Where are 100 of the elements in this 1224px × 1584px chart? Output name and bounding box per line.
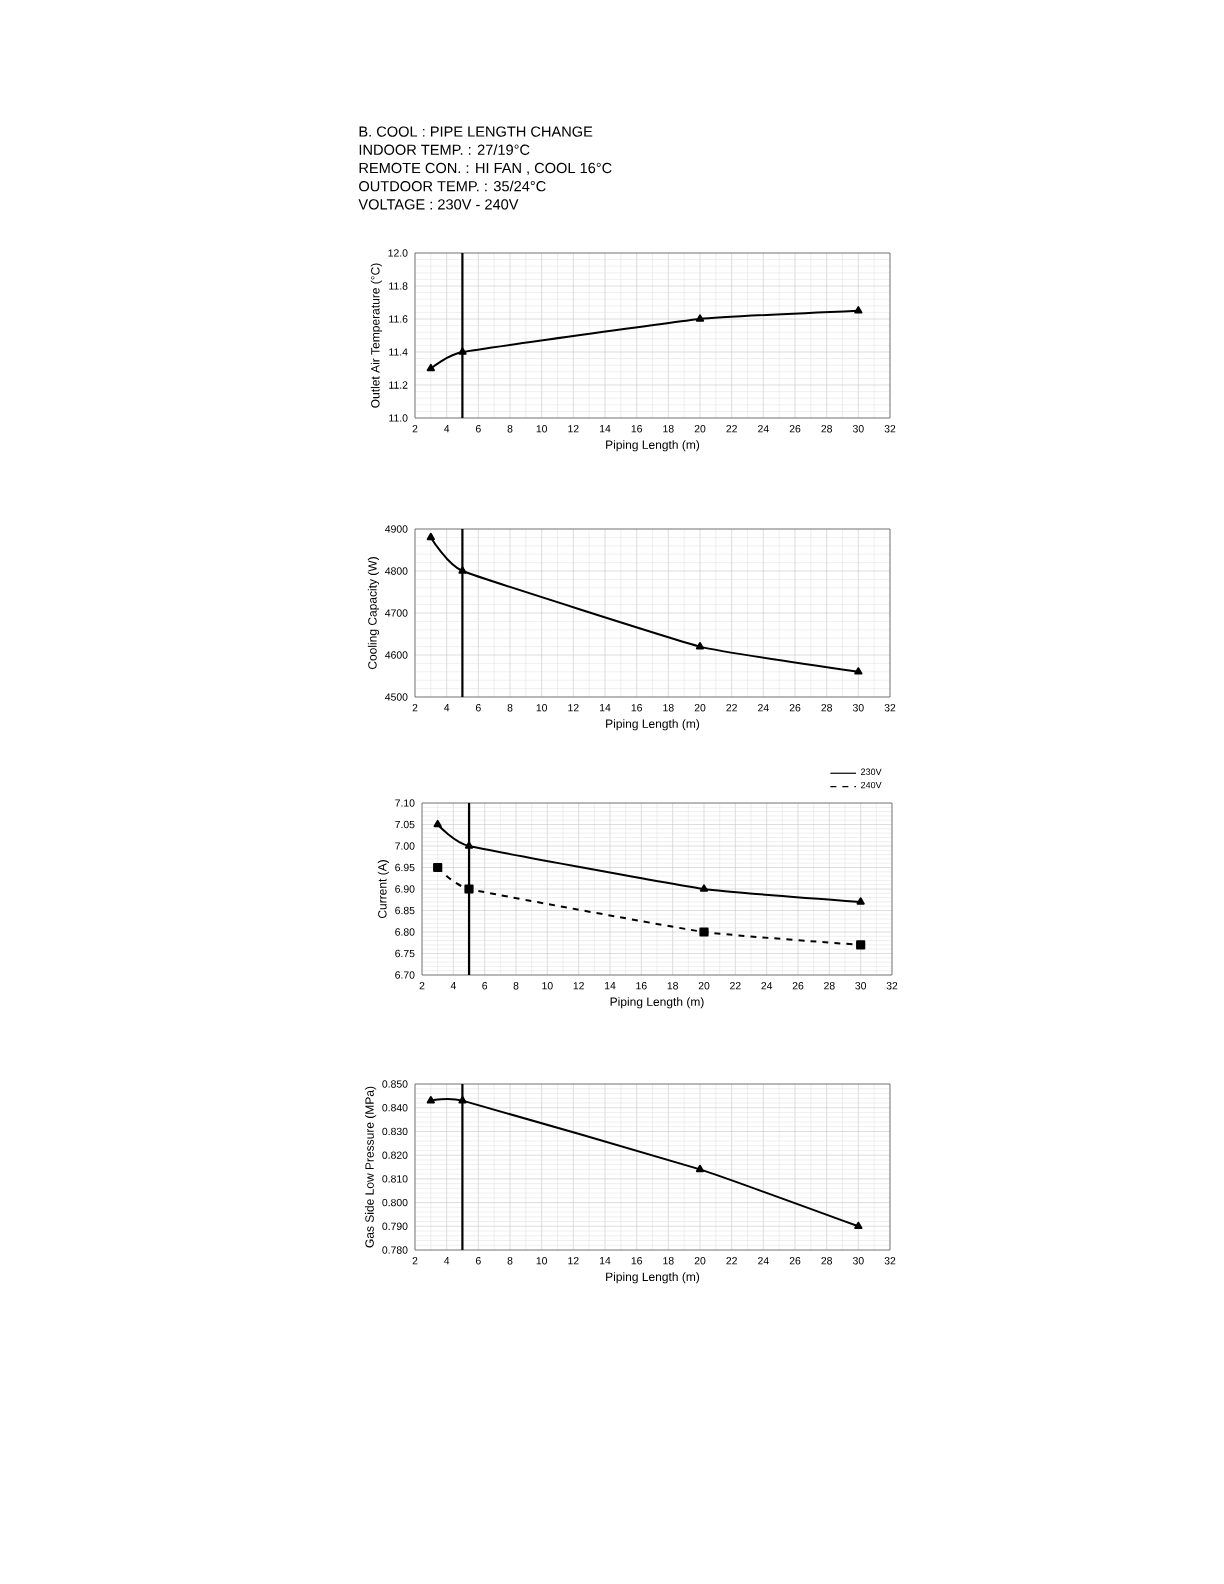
y-axis-title: Outlet Air Temperature (°C) <box>370 263 382 408</box>
x-tick-label: 8 <box>507 1257 513 1265</box>
x-tick-label: 16 <box>631 1257 642 1265</box>
x-tick-label: 18 <box>663 425 674 433</box>
y-tick-label: 0.850 <box>382 1080 408 1088</box>
x-tick-label: 18 <box>663 704 674 712</box>
x-tick-label: 2 <box>412 425 418 433</box>
x-tick-label: 22 <box>730 982 741 990</box>
legend-label: 230V <box>861 768 882 775</box>
y-tick-label: 0.840 <box>382 1104 408 1112</box>
text: OUTDOOR TEMP. : 35/24°C <box>359 180 546 192</box>
y-tick-label: 0.780 <box>382 1246 408 1254</box>
y-tick-label: 11.6 <box>389 315 408 323</box>
x-tick-label: 16 <box>631 704 642 712</box>
x-tick-label: 4 <box>450 982 456 990</box>
y-axis-title: Cooling Capacity (W) <box>367 557 380 670</box>
y-tick-label: 11.8 <box>389 282 408 290</box>
point <box>695 642 705 650</box>
y-tick-label: 4900 <box>385 525 408 533</box>
y-tick-label: 11.0 <box>389 414 408 422</box>
point <box>458 566 467 574</box>
x-tick-label: 30 <box>852 1257 864 1265</box>
x-tick-label: 28 <box>821 1257 832 1265</box>
x-tick-label: 14 <box>600 704 611 712</box>
x-tick-label: 26 <box>792 982 804 990</box>
point <box>856 940 866 950</box>
text: INDOOR TEMP. : 27/19°C <box>359 144 530 155</box>
x-tick-label: 2 <box>412 1257 418 1265</box>
point <box>464 884 474 894</box>
y-tick-label: 4800 <box>385 567 408 575</box>
x-tick-label: 4 <box>444 704 450 712</box>
x-tick-label: 6 <box>475 704 481 712</box>
x-axis-title: Piping Length (m) <box>606 440 700 452</box>
x-tick-label: 22 <box>726 704 737 712</box>
x-tick-label: 28 <box>821 704 832 712</box>
x-tick-label: 28 <box>824 982 835 990</box>
x-tick-label: 4 <box>444 1257 450 1265</box>
x-tick-label: 28 <box>821 425 832 433</box>
y-tick-label: 6.75 <box>395 949 415 958</box>
point <box>699 927 709 937</box>
y-tick-label: 6.95 <box>395 863 415 872</box>
x-tick-label: 30 <box>852 704 864 712</box>
point <box>695 314 705 322</box>
x-tick-label: 2 <box>412 704 418 712</box>
y-tick-label: 0.810 <box>382 1175 408 1183</box>
x-tick-label: 20 <box>694 425 706 433</box>
x-tick-label: 12 <box>568 425 579 433</box>
x-tick-label: 12 <box>568 704 579 712</box>
x-tick-label: 26 <box>789 425 801 433</box>
text: VOLTAGE : 230V - 240V <box>358 199 519 210</box>
y-tick-label: 4500 <box>385 693 408 701</box>
x-tick-label: 18 <box>667 982 678 990</box>
y-tick-label: 11.4 <box>389 348 408 356</box>
x-tick-label: 6 <box>475 1257 481 1265</box>
x-tick-label: 16 <box>636 982 647 990</box>
y-axis-title: Current (A) <box>377 860 389 919</box>
chart-title: B. COOL : PIPE LENGTH CHANGE <box>359 126 593 137</box>
point <box>458 347 467 355</box>
x-tick-label: 6 <box>475 425 481 433</box>
x-tick-label: 20 <box>694 704 706 712</box>
x-tick-label: 4 <box>444 425 450 433</box>
x-tick-label: 24 <box>758 704 769 712</box>
x-tick-label: 32 <box>884 704 896 712</box>
x-tick-label: 8 <box>507 425 513 433</box>
y-tick-label: 6.85 <box>395 906 415 915</box>
x-tick-label: 10 <box>536 704 548 712</box>
point <box>426 1096 435 1104</box>
y-tick-label: 7.10 <box>395 799 415 807</box>
x-tick-label: 20 <box>694 1257 706 1265</box>
y-tick-label: 6.80 <box>395 928 415 936</box>
y-tick-label: 0.820 <box>382 1151 408 1159</box>
y-tick-label: 0.830 <box>382 1127 408 1136</box>
x-tick-label: 8 <box>507 704 513 712</box>
x-tick-label: 12 <box>573 982 584 990</box>
x-tick-label: 24 <box>758 425 769 433</box>
x-axis-title: Piping Length (m) <box>606 719 700 731</box>
x-tick-label: 10 <box>536 1257 548 1265</box>
x-tick-label: 2 <box>419 982 425 990</box>
y-tick-label: 4700 <box>385 609 408 617</box>
x-tick-label: 6 <box>482 982 488 990</box>
y-tick-label: 6.90 <box>395 885 415 893</box>
x-tick-label: 14 <box>605 982 616 990</box>
y-tick-label: 12.0 <box>388 249 408 257</box>
x-axis-title: Piping Length (m) <box>610 997 704 1009</box>
point <box>458 1096 467 1104</box>
x-tick-label: 16 <box>631 425 642 433</box>
point <box>854 667 863 675</box>
x-tick-label: 10 <box>542 982 553 990</box>
x-tick-label: 22 <box>726 425 737 433</box>
point <box>464 841 474 849</box>
y-tick-label: 0.800 <box>382 1198 408 1207</box>
y-tick-label: 7.05 <box>395 820 415 829</box>
x-tick-label: 14 <box>600 425 611 433</box>
point <box>699 884 709 892</box>
x-tick-label: 32 <box>884 1257 896 1265</box>
y-tick-label: 6.70 <box>395 971 415 979</box>
y-tick-label: 7.00 <box>395 842 415 850</box>
x-tick-label: 32 <box>886 982 898 990</box>
x-tick-label: 8 <box>513 982 519 990</box>
x-tick-label: 22 <box>726 1257 737 1265</box>
